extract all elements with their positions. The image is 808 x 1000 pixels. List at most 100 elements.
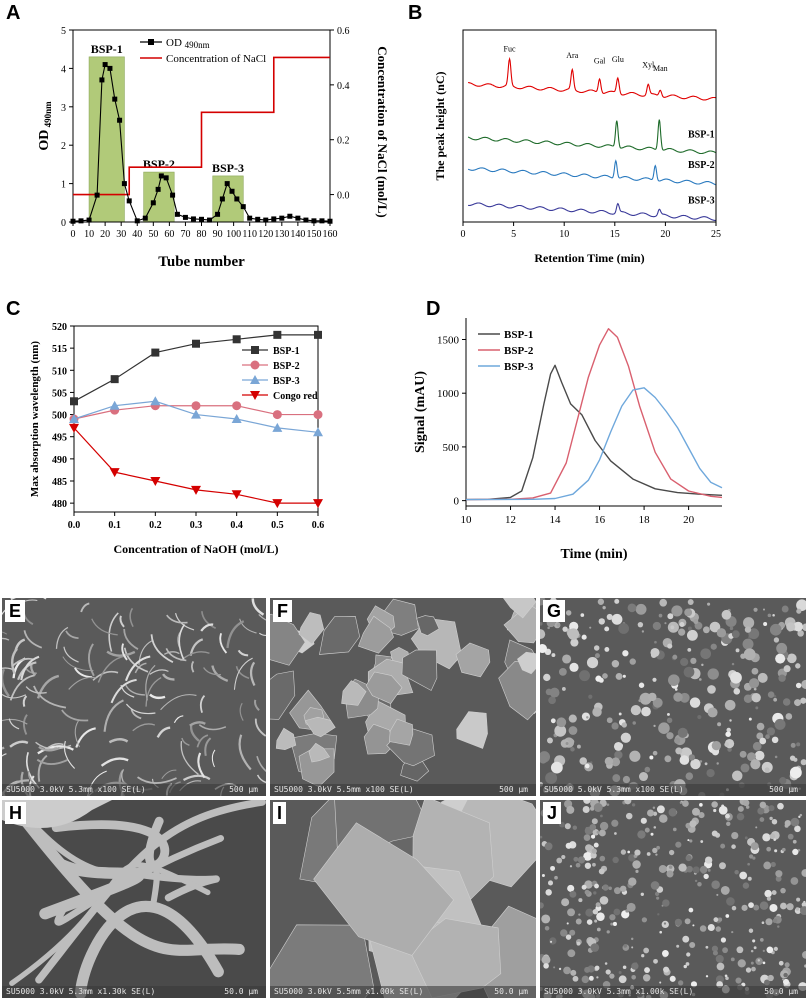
x-tick-label: 130 (274, 229, 289, 240)
sem-fiber (233, 657, 253, 690)
x-axis-title: Concentration of NaOH (mol/L) (114, 542, 279, 556)
sem-grain (619, 885, 627, 892)
y-tick-label: 505 (52, 388, 67, 399)
sem-grain (622, 965, 627, 970)
sem-flake (313, 822, 454, 956)
sem-grain (731, 930, 734, 934)
sem-grain (614, 598, 620, 604)
sem-grain (707, 707, 718, 718)
sem-grain (783, 972, 788, 978)
sem-grain (638, 682, 645, 688)
sem-fiber (91, 618, 118, 636)
sem-grain (752, 856, 756, 860)
od-point (150, 200, 156, 206)
sem-flake (416, 615, 440, 636)
sem-grain (650, 647, 660, 657)
sem-grain (742, 882, 750, 889)
sem-grain (641, 706, 651, 717)
sem-fiber (200, 623, 214, 632)
sem-grain (652, 621, 662, 631)
legend-marker-bsp-1 (251, 346, 259, 354)
sem-grain (540, 755, 548, 764)
sem-grain (706, 768, 715, 778)
sem-grain (598, 868, 605, 875)
sem-grain (590, 943, 600, 952)
sem-fiber (80, 602, 90, 613)
y-axis-title: OD 490nm (37, 101, 53, 151)
sem-grain (566, 922, 569, 925)
sem-grain (742, 800, 750, 807)
sem-fiber (132, 723, 156, 732)
sem-grain (612, 856, 619, 864)
od-point (134, 218, 140, 224)
sem-grain (767, 691, 775, 699)
sem-grain (543, 963, 549, 969)
sem-fiber (181, 737, 190, 746)
sem-fiber (22, 695, 28, 707)
sem-grain (570, 747, 575, 752)
sem-grain (782, 698, 791, 706)
y-tick-label: 485 (52, 477, 67, 488)
sem-grain (567, 884, 575, 892)
x-axis-title: Tube number (158, 254, 245, 270)
sem-grain (687, 599, 694, 606)
line-bsp-3 (465, 387, 723, 501)
sem-fiber (121, 769, 125, 783)
sem-grain (672, 827, 677, 832)
sem-grain (652, 847, 658, 854)
panel-a-label: A (6, 2, 21, 24)
sem-grain (726, 821, 731, 826)
sem-grain (773, 697, 778, 702)
sem-grain (611, 659, 620, 668)
sem-grain (591, 848, 597, 854)
sem-grain (697, 882, 702, 887)
sem-grain (596, 912, 605, 921)
sem-grain (747, 862, 750, 866)
sem-grain (725, 813, 730, 819)
sem-grain (700, 840, 704, 843)
point-congo-red (313, 499, 323, 509)
sem-grain (570, 969, 577, 976)
sem-grain (581, 975, 590, 984)
sem-grain (615, 672, 623, 680)
sem-grain (671, 605, 683, 617)
sem-grain (711, 830, 718, 837)
sem-grain (771, 890, 777, 896)
od-point (170, 192, 176, 198)
sem-grain (731, 630, 740, 639)
sem-grain (663, 966, 670, 973)
sem-grain (677, 980, 684, 986)
sem-grain (730, 957, 735, 962)
sem-grain (674, 918, 683, 926)
legend-label-bsp-2: BSP-2 (504, 345, 534, 357)
sem-grain (621, 722, 627, 728)
sem-grain (630, 937, 634, 941)
legend-nacl-label: Concentration of NaCl (166, 53, 266, 65)
y-tick-label: 2 (61, 141, 66, 152)
panel-b: B 0 5 10 15 20 25 Retention Time (min) The peak… (404, 0, 808, 290)
x-tick-label: 14 (550, 514, 562, 526)
panel-d: D 10 12 14 16 18 20 0 500 1000 1500 Time (min) Sign… (404, 296, 808, 576)
sem-fiber (239, 618, 257, 634)
x-tick-label: 0.2 (149, 520, 162, 531)
sem-fiber (2, 753, 7, 757)
sem-grain (761, 921, 765, 925)
sem-grain (579, 757, 587, 765)
sem-grain (652, 806, 656, 810)
sem-grain (672, 654, 678, 660)
point-bsp-3 (231, 414, 242, 423)
sem-grain (766, 846, 772, 852)
sem-grain (687, 626, 692, 631)
sem-grain (540, 902, 544, 909)
sem-grain (769, 623, 782, 636)
point-congo-red (69, 423, 79, 433)
sem-grain (544, 842, 553, 851)
sem-flake (498, 661, 536, 721)
od-point (311, 218, 317, 224)
sem-grain (700, 648, 712, 660)
sem-grain (685, 855, 692, 862)
sem-grain (690, 981, 698, 988)
sem-grain (800, 759, 806, 766)
sem-grain (692, 924, 695, 927)
sem-grain (659, 814, 668, 823)
